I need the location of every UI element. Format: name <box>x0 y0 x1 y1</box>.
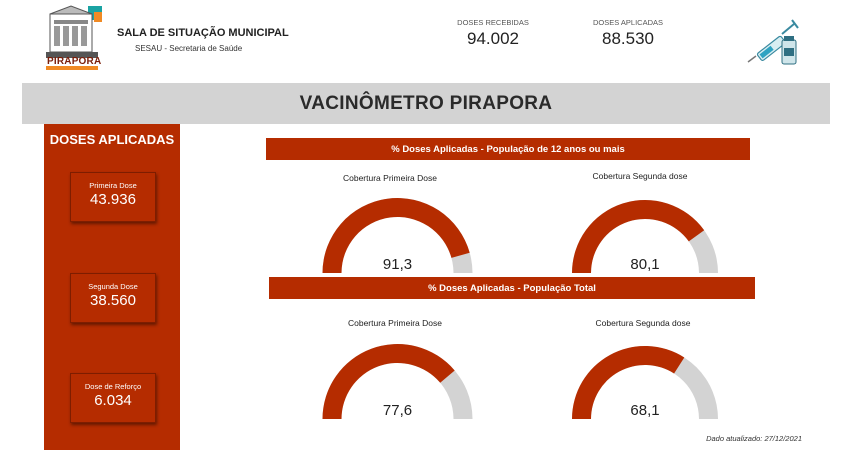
sidebar-title: DOSES APLICADAS <box>49 132 175 147</box>
card-value: 38.560 <box>90 292 136 309</box>
card-segunda-dose: Segunda Dose 38.560 <box>70 273 156 323</box>
gauge-title: Cobertura Segunda dose <box>595 318 691 328</box>
kpi-doses-recebidas-label: DOSES RECEBIDAS <box>457 18 529 27</box>
gauge-value: 91,3 <box>383 256 412 273</box>
card-label: Primeira Dose <box>89 181 137 190</box>
card-label: Dose de Reforço <box>84 382 142 391</box>
logo-text: PIRAPORA <box>47 56 102 67</box>
card-label: Segunda Dose <box>88 282 138 291</box>
org-title: SALA DE SITUAÇÃO MUNICIPAL <box>117 27 289 39</box>
updated-date: Dado atualizado: 27/12/2021 <box>706 434 802 443</box>
card-value: 43.936 <box>90 191 136 208</box>
gauge-title: Cobertura Primeira Dose <box>347 318 442 328</box>
gauge-chart-12-primeira: 91,3 <box>322 197 473 273</box>
section-title: % Doses Aplicadas - População Total <box>428 282 596 294</box>
card-primeira-dose: Primeira Dose 43.936 <box>70 172 156 222</box>
section-title: % Doses Aplicadas - População de 12 anos… <box>391 143 625 155</box>
gauge-value: 77,6 <box>383 402 412 419</box>
gauge-value: 80,1 <box>630 256 659 273</box>
section-header-populacao-total: % Doses Aplicadas - População Total <box>269 277 755 299</box>
kpi-doses-aplicadas-value: 88.530 <box>602 29 654 48</box>
gauge-fill <box>572 200 705 273</box>
gauge-title: Cobertura Primeira Dose <box>342 173 437 183</box>
org-subtitle: SESAU - Secretaria de Saúde <box>135 44 243 53</box>
pirapora-logo: PIRAPORA <box>44 4 106 72</box>
gauge-chart-total-segunda: 68,1 <box>572 346 718 419</box>
kpi-doses-aplicadas-label: DOSES APLICADAS <box>592 18 664 27</box>
page-title: VACINÔMETRO PIRAPORA <box>299 92 553 114</box>
card-value: 6.034 <box>94 392 132 409</box>
gauge-chart-total-primeira: 77,6 <box>322 343 473 419</box>
syringe-vaccine-icon <box>744 12 802 68</box>
gauge-fill <box>322 198 470 273</box>
kpi-doses-recebidas-value: 94.002 <box>467 29 519 48</box>
doses-sidebar: DOSES APLICADAS Primeira Dose 43.936 Seg… <box>44 124 180 450</box>
gauge-fill <box>572 346 685 419</box>
gauge-value: 68,1 <box>630 402 659 419</box>
section-header-12-anos: % Doses Aplicadas - População de 12 anos… <box>266 138 750 160</box>
page-title-banner: VACINÔMETRO PIRAPORA <box>22 83 830 124</box>
gauge-title: Cobertura Segunda dose <box>592 171 688 181</box>
card-dose-reforco: Dose de Reforço 6.034 <box>70 373 156 423</box>
gauge-chart-12-segunda: 80,1 <box>572 200 718 273</box>
gauge-fill <box>322 344 455 419</box>
